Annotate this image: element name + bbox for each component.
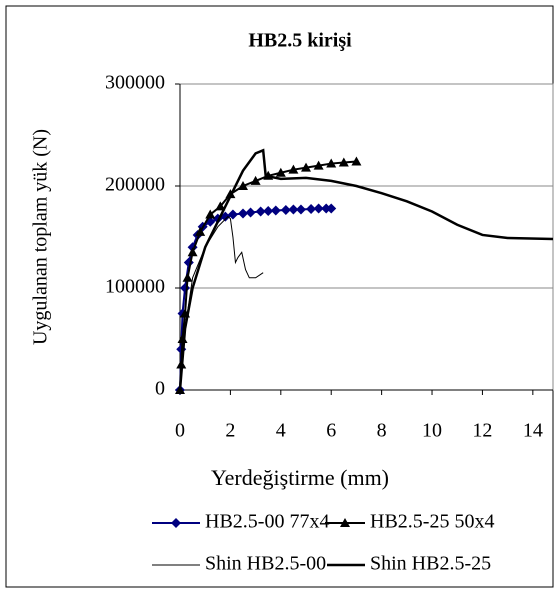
y-tick-label: 0 [155,378,165,400]
point [306,203,317,214]
point [275,167,286,177]
point [195,226,206,236]
point [238,208,249,219]
point [255,206,266,217]
y-tick-label: 100000 [105,276,165,298]
x-tick-label: 12 [472,420,492,442]
legend-marker [171,518,181,528]
point [205,209,216,219]
series-line [178,148,554,391]
legend-marker [340,518,350,527]
point [270,205,281,216]
x-tick-label: 0 [175,420,185,442]
point [321,203,332,214]
chart-title: HB2.5 kirişi [248,30,352,52]
point [227,209,238,220]
point [338,157,349,167]
point [263,205,274,216]
x-axis-label: Yerdeğiştirme (mm) [211,465,389,490]
point [245,207,256,218]
point [250,175,261,185]
point [326,158,337,168]
point [288,164,299,174]
x-tick-label: 8 [377,420,387,442]
x-tick-label: 2 [225,420,235,442]
point [301,162,312,172]
point [351,156,362,166]
y-tick-label: 300000 [105,72,165,94]
series-line [179,215,264,391]
legend-label: HB2.5-00 77x4 [205,511,329,533]
point [215,201,226,211]
point [313,160,324,170]
y-axis-label: Uygulanan toplam yük (N) [30,129,52,345]
point [238,181,249,190]
x-tick-label: 6 [326,420,336,442]
legend-label: Shin HB2.5-00 [205,553,326,575]
chart-frame [5,5,554,588]
point [295,204,306,215]
legend-label: Shin HB2.5-25 [370,553,491,575]
point [187,247,198,257]
y-tick-label: 200000 [105,174,165,196]
point [182,272,193,282]
point [288,204,299,215]
x-tick-label: 10 [422,420,442,442]
x-tick-label: 14 [523,420,543,442]
point [313,203,324,214]
point [326,203,337,214]
point [280,204,291,215]
legend-label: HB2.5-25 50x4 [370,511,494,533]
x-tick-label: 4 [276,420,286,442]
